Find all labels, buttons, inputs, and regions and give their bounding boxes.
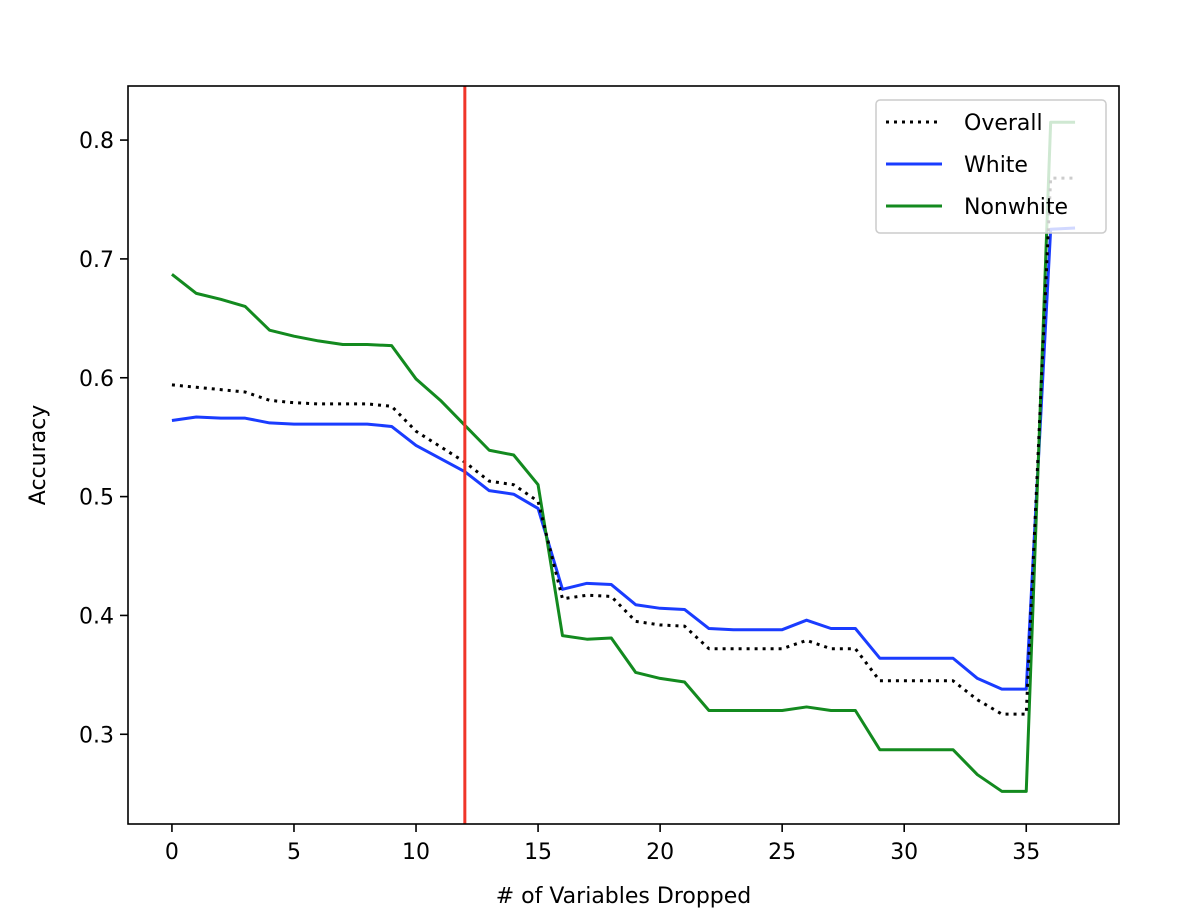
plot-frame	[127, 85, 1120, 825]
y-tick-label: 0.4	[79, 604, 114, 629]
x-tick-label: 35	[1012, 840, 1040, 865]
x-tick-label: 30	[890, 840, 918, 865]
x-tick-label: 5	[287, 840, 301, 865]
y-tick-label: 0.8	[79, 129, 114, 154]
y-axis-ticks: 0.3 0.4 0.5 0.6 0.7 0.8	[79, 129, 128, 748]
legend: Overall White Nonwhite	[875, 99, 1107, 234]
legend-box	[875, 99, 1107, 234]
legend-label-white: White	[964, 153, 1028, 178]
x-tick-label: 10	[402, 840, 430, 865]
x-tick-label: 20	[646, 840, 674, 865]
x-tick-label: 0	[165, 840, 179, 865]
x-tick-label: 25	[768, 840, 796, 865]
series-line-overall	[171, 176, 1076, 716]
legend-label-nonwhite: Nonwhite	[964, 195, 1068, 220]
x-axis-label: # of Variables Dropped	[496, 884, 752, 909]
series-line-nonwhite	[171, 120, 1076, 793]
x-tick-label: 15	[524, 840, 552, 865]
series-layer	[171, 120, 1076, 793]
y-tick-label: 0.5	[79, 486, 114, 511]
x-axis-ticks: 0 5 10 15 20 25 30 35	[165, 824, 1040, 865]
y-tick-label: 0.3	[79, 723, 114, 748]
y-tick-label: 0.6	[79, 367, 114, 392]
y-tick-label: 0.7	[79, 248, 114, 273]
series-line-white	[171, 226, 1076, 691]
legend-label-overall: Overall	[964, 111, 1043, 136]
y-axis-label: Accuracy	[26, 405, 51, 505]
